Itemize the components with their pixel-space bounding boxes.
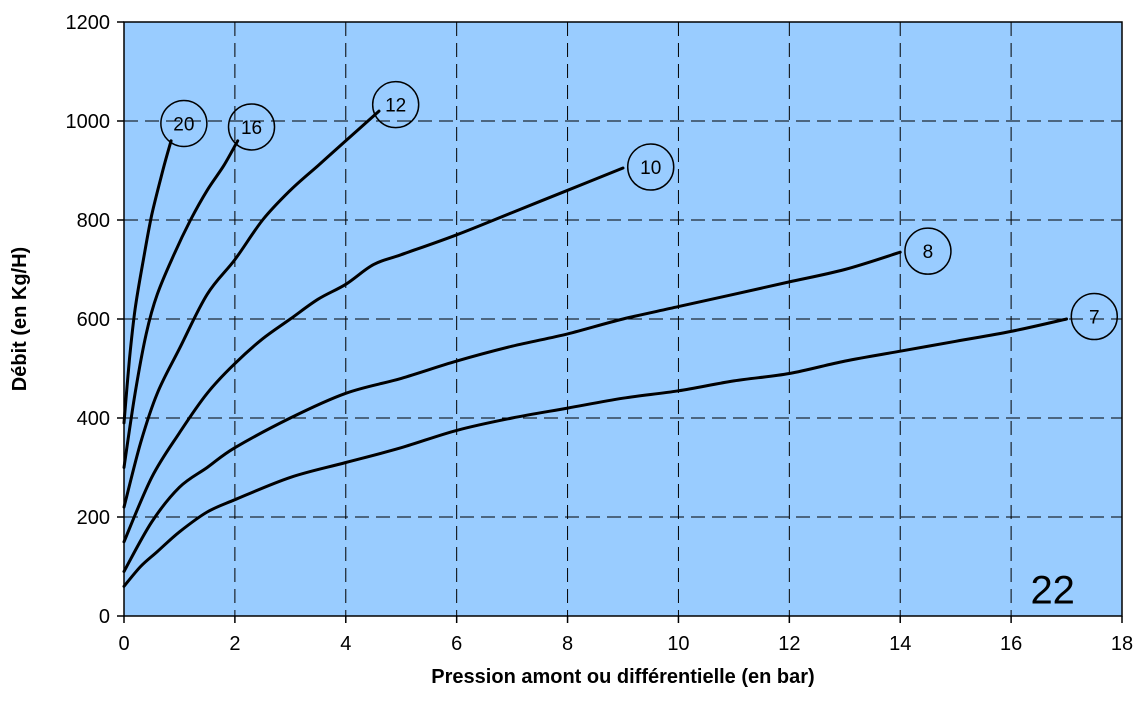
x-tick-label: 0 <box>118 633 129 655</box>
x-tick-label: 6 <box>451 633 462 655</box>
series-label-20: 20 <box>173 114 194 135</box>
series-line-12 <box>122 109 381 509</box>
y-tick-label: 800 <box>77 210 110 232</box>
series-line-16 <box>122 139 240 469</box>
y-tick-label: 1000 <box>66 111 111 133</box>
axes: 0 2 4 6 8 10 12 14 16 18 0 200 400 600 800 1000 1200 <box>66 12 1134 655</box>
series-label-circle-7 <box>1070 292 1119 341</box>
y-tick-label: 0 <box>99 606 110 628</box>
x-tick-label: 14 <box>889 633 911 655</box>
series-lines <box>122 109 1069 588</box>
x-tick-label: 8 <box>562 633 573 655</box>
x-tick-label: 2 <box>229 633 240 655</box>
series-label-circle-10 <box>626 143 675 191</box>
x-tick-label: 10 <box>667 633 689 655</box>
y-tick-label: 1200 <box>66 12 111 34</box>
series-label-circle-12 <box>371 80 420 129</box>
x-tick-label: 18 <box>1111 633 1133 655</box>
series-line-8 <box>122 250 902 573</box>
series-line-10 <box>122 166 625 544</box>
y-tick-label: 600 <box>77 309 110 331</box>
series-label-circle-16 <box>227 103 276 151</box>
series-line-20 <box>122 139 173 425</box>
x-axis-title: Pression amont ou différentielle (en bar… <box>431 666 814 688</box>
series-label-circle-20 <box>160 99 208 148</box>
x-tick-label: 16 <box>1000 633 1022 655</box>
y-axis-title: Débit (en Kg/H) <box>9 247 31 391</box>
series-label-circle-8 <box>904 227 952 275</box>
series-label-8: 8 <box>923 242 934 263</box>
series-label-16: 16 <box>241 118 262 139</box>
curve-labels: 20 16 12 10 8 7 <box>160 80 1119 341</box>
series-label-7: 7 <box>1089 308 1100 329</box>
chart-annotation: 22 <box>1030 569 1075 613</box>
x-tick-label: 12 <box>778 633 800 655</box>
series-line-7 <box>122 317 1069 588</box>
x-tick-label: 4 <box>340 633 351 655</box>
grid-lines <box>124 22 1122 616</box>
series-label-10: 10 <box>640 158 661 179</box>
y-tick-label: 400 <box>77 408 110 430</box>
series-label-12: 12 <box>385 96 406 117</box>
y-tick-label: 200 <box>77 507 110 529</box>
